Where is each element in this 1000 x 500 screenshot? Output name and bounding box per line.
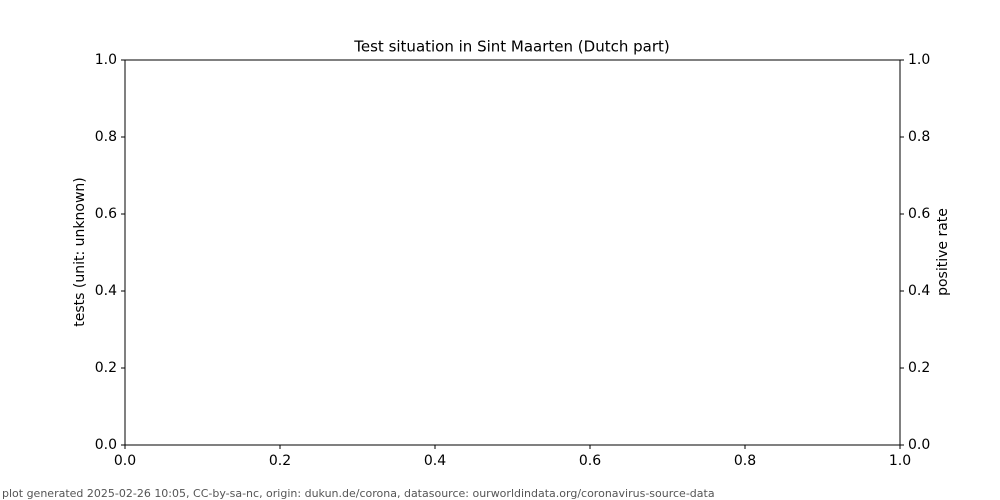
x-tick-label: 1.0 [889, 453, 911, 469]
y2-tick-label: 0.4 [908, 283, 930, 299]
y-tick-label: 0.4 [95, 283, 117, 299]
y-tick-label: 0.2 [95, 360, 117, 376]
plot-frame [124, 59, 901, 446]
x-tick-label: 0.4 [424, 453, 446, 469]
x-tick-label: 0.6 [579, 453, 601, 469]
y-tick-label: 0.8 [95, 129, 117, 145]
y-tick-label: 0.0 [95, 437, 117, 453]
y2-tick-label: 0.0 [908, 437, 930, 453]
x-tick-label: 0.8 [734, 453, 756, 469]
x-tick-label: 0.2 [269, 453, 291, 469]
y2-tick-label: 0.8 [908, 129, 930, 145]
y2-tick-label: 0.6 [908, 206, 930, 222]
y-tick-label: 1.0 [95, 52, 117, 68]
y-tick-label: 0.6 [95, 206, 117, 222]
footer-note: plot generated 2025-02-26 10:05, CC-by-s… [2, 487, 715, 500]
chart-title: Test situation in Sint Maarten (Dutch pa… [353, 38, 669, 56]
y2-axis-label: positive rate [935, 208, 951, 296]
x-tick-label: 0.0 [114, 453, 136, 469]
y2-tick-label: 1.0 [908, 52, 930, 68]
y2-tick-label: 0.2 [908, 360, 930, 376]
y-axis-label: tests (unit: unknown) [72, 177, 88, 326]
